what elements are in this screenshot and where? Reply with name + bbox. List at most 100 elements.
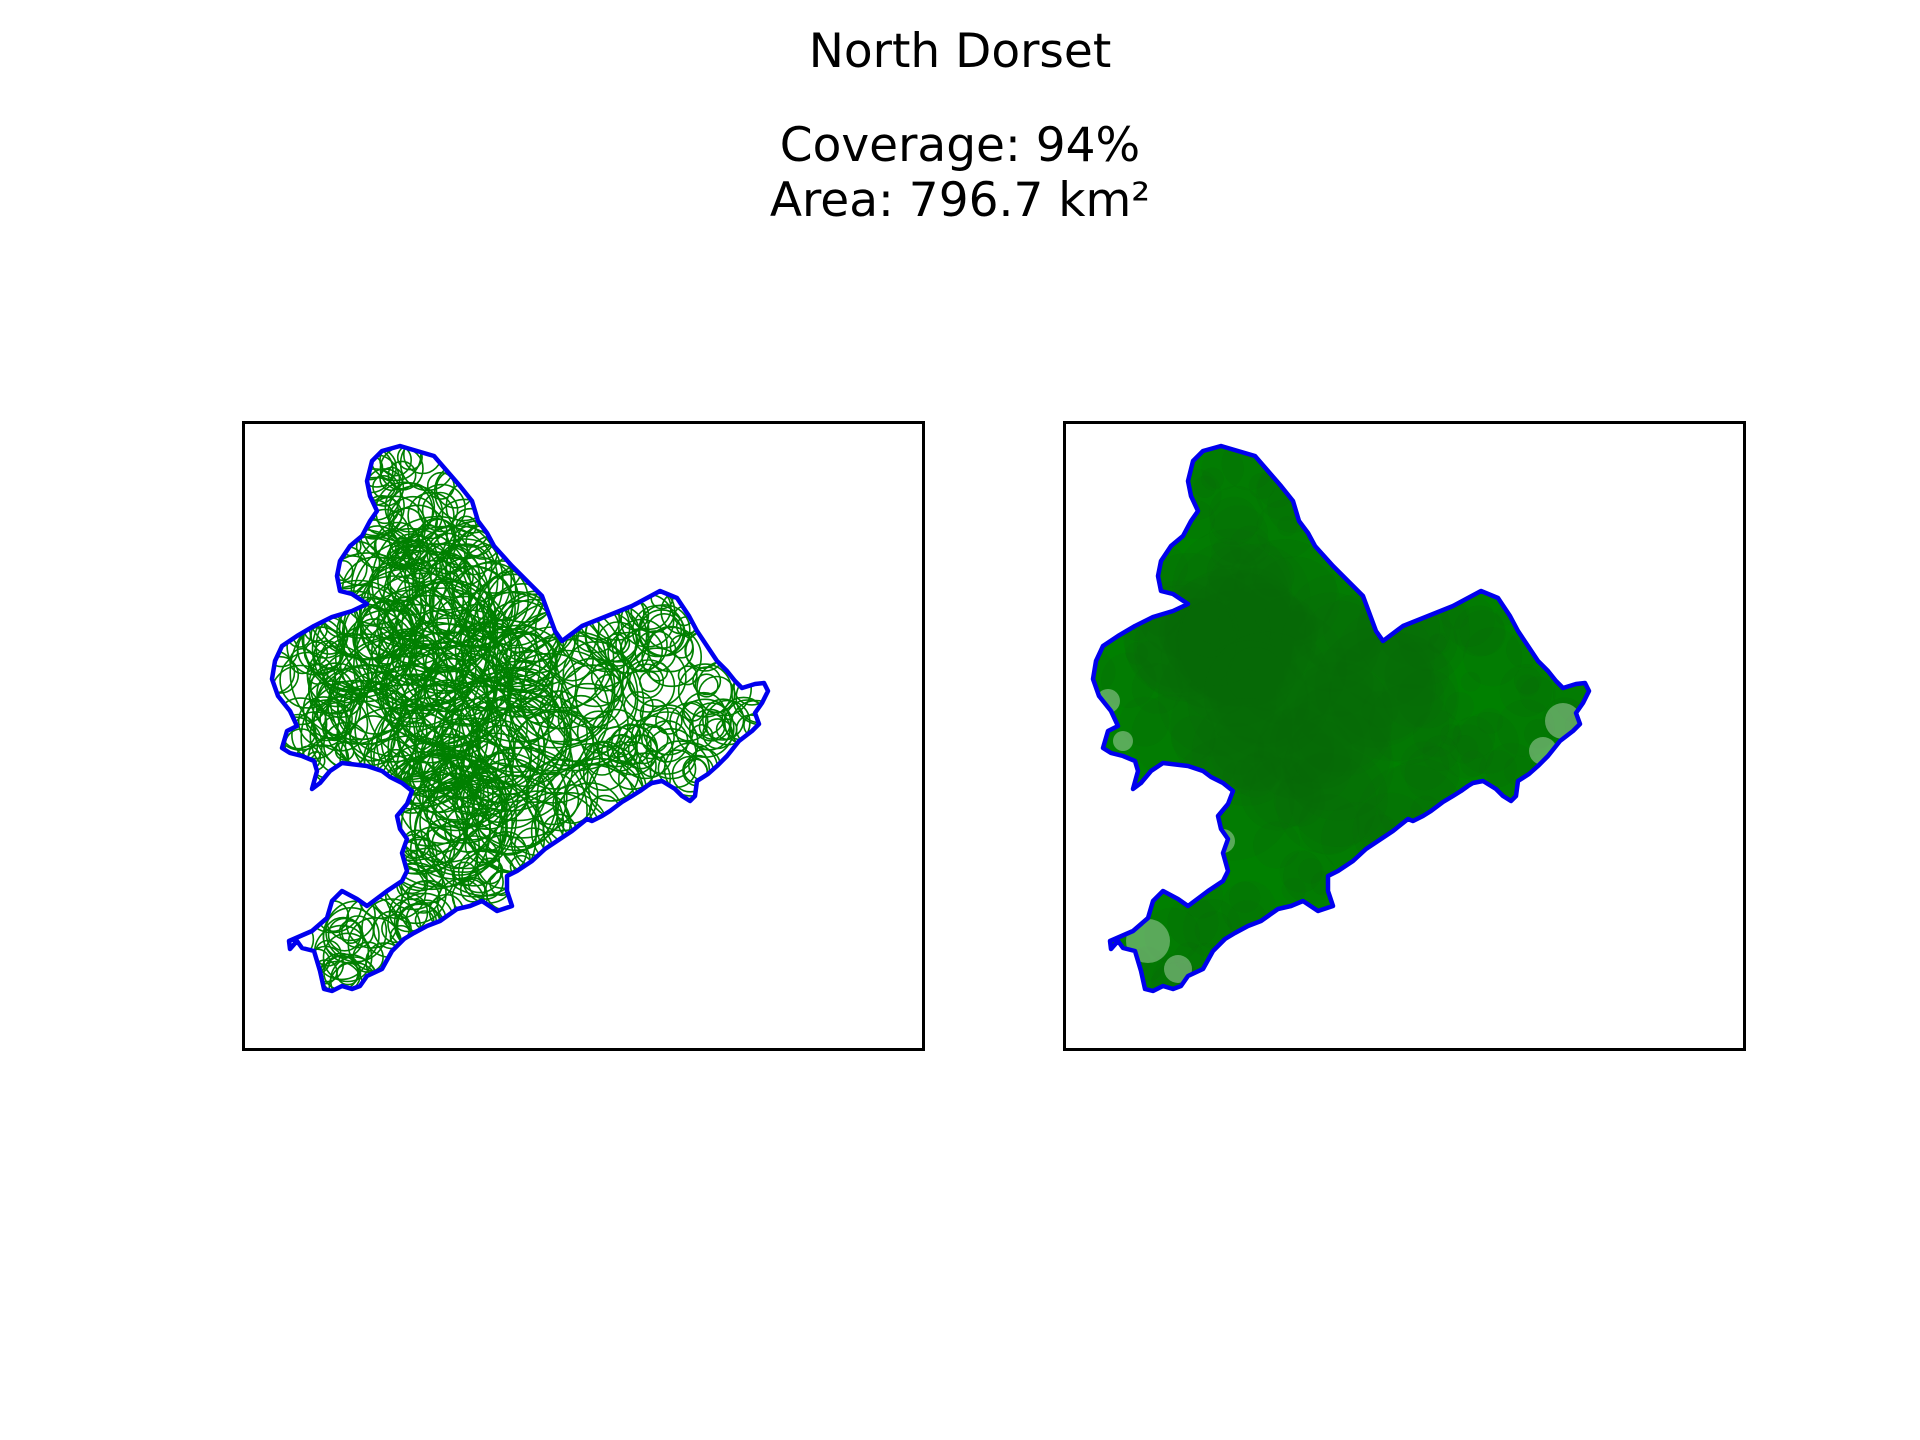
- coverage-fill-circle: [1240, 750, 1282, 792]
- coverage-circle: [645, 728, 697, 780]
- coverage-circle: [370, 697, 480, 807]
- coverage-fill-circle: [1384, 641, 1449, 707]
- coverage-fill-circle: [1280, 604, 1316, 640]
- coverage-circle: [575, 668, 637, 730]
- coverage-circle: [279, 651, 337, 709]
- coverage-fill-circle: [1240, 757, 1314, 831]
- coverage-fill-circle: [1211, 537, 1242, 569]
- coverage-fill-circle: [1181, 600, 1239, 658]
- area-label: Area: 796.7 km²: [769, 173, 1151, 228]
- coverage-fill-circle: [1429, 632, 1451, 654]
- coverage-fill-circle: [1439, 724, 1494, 779]
- coverage-fill-circle: [1253, 821, 1301, 869]
- coverage-fill-circle: [1524, 718, 1554, 749]
- coverage-fill-circle: [1231, 610, 1291, 670]
- coverage-fill-circle: [1476, 708, 1503, 734]
- map-title: North Dorset: [808, 24, 1112, 79]
- district-boundary: [1090, 443, 1592, 994]
- coverage-fill-circle: [1187, 640, 1310, 763]
- coverage-fill-circle: [1193, 475, 1217, 498]
- coverage-circle: [378, 559, 493, 674]
- coverage-fill-circle: [1101, 652, 1157, 708]
- coverage-fill-circle: [1201, 447, 1244, 490]
- coverage-fill-circle: [1231, 559, 1251, 579]
- coverage-circle: [546, 682, 629, 765]
- coverage-fill-circle: [1157, 638, 1277, 757]
- coverage-circle: [327, 917, 362, 952]
- coverage-circle: [623, 691, 654, 722]
- coverage-circle: [350, 527, 472, 649]
- district-boundary: [269, 443, 771, 994]
- coverage-fill-circle: [1209, 485, 1264, 541]
- coverage-fill-circle: [1257, 707, 1335, 785]
- coverage-fill-circle: [1206, 546, 1258, 598]
- coverage-circle: [639, 698, 669, 729]
- coverage-fill-circle: [1456, 712, 1519, 774]
- coverage-fill-circle: [1213, 588, 1317, 691]
- coverage-fill-circle: [1440, 724, 1462, 746]
- coverage-fill-circle: [1298, 793, 1360, 855]
- coverage-circle: [415, 825, 478, 888]
- coverage-circle: [367, 630, 449, 712]
- coverage-fill-circle: [1151, 957, 1199, 991]
- coverage-fill-circle: [1119, 696, 1170, 747]
- coverage-fill-circle: [1287, 574, 1382, 669]
- coverage-circle: [344, 673, 481, 810]
- coverage-fill-circle: [1519, 676, 1556, 713]
- coverage-circle: [322, 932, 373, 983]
- coverage-fill-circle: [1282, 733, 1352, 803]
- coverage-circle: [657, 749, 697, 789]
- coverage-circle: [694, 673, 719, 698]
- coverage-circle: [448, 835, 501, 887]
- coverage-fill-circle: [1229, 525, 1271, 566]
- coverage-circle: [552, 783, 593, 824]
- coverage-circle: [431, 696, 541, 806]
- coverage-fill-circle: [1135, 641, 1163, 669]
- coverage-circle: [421, 557, 482, 617]
- coverage-fill-circle: [1233, 539, 1337, 643]
- coverage-circle: [677, 665, 698, 686]
- coverage-fill-circle: [1144, 907, 1200, 964]
- coverage-circle: [407, 491, 455, 540]
- coverage-fill-circle: [1251, 554, 1295, 598]
- coverage-circle: [454, 752, 557, 855]
- coverage-fill-circle: [1175, 618, 1216, 659]
- coverage-fill-circle: [1203, 631, 1331, 759]
- coverage-fill-circle: [1398, 612, 1458, 672]
- coverage-circle: [309, 662, 363, 715]
- coverage-fill-circle: [1254, 596, 1319, 661]
- coverage-fill-circle: [1460, 750, 1487, 777]
- coverage-circle: [525, 758, 599, 832]
- coverage-fill-circle: [1303, 600, 1379, 677]
- partial-coverage-patch: [1126, 919, 1170, 963]
- coverage-fill-circle: [1516, 674, 1539, 697]
- coverage-fill-circle: [1253, 718, 1335, 799]
- coverage-fill-circle: [1400, 741, 1449, 791]
- coverage-circle: [460, 660, 573, 773]
- coverage-fill-circle: [1284, 711, 1394, 821]
- coverage-fill-circle: [1233, 753, 1277, 798]
- coverage-fill-circle: [1231, 610, 1347, 726]
- coverage-fill-circle: [1452, 716, 1496, 759]
- coverage-circle: [487, 630, 557, 701]
- coverage-circle: [627, 734, 659, 765]
- coverage-fill-circle: [1207, 623, 1332, 748]
- coverage-circle: [414, 774, 537, 898]
- coverage-fill-circle: [1140, 954, 1199, 991]
- coverage-circle: [289, 647, 316, 675]
- coverage-fill-circle: [1177, 573, 1312, 707]
- coverage-fill-circle: [1275, 699, 1365, 790]
- coverage-fill-circle: [1250, 556, 1340, 646]
- coverage-circle: [379, 446, 413, 477]
- partial-coverage-patch: [1545, 703, 1581, 739]
- coverage-fill-circle: [1212, 722, 1265, 775]
- coverage-circle: [596, 726, 638, 768]
- coverage-circle: [715, 718, 738, 741]
- coverage-circle: [454, 653, 513, 712]
- coverage-fill-circle: [1397, 668, 1457, 729]
- coverage-circle: [492, 598, 576, 683]
- coverage-fill-circle: [1257, 470, 1296, 508]
- filled-coverage-map: [1090, 443, 1592, 994]
- coverage-circle: [638, 749, 667, 778]
- coverage-fill-circle: [1497, 699, 1555, 758]
